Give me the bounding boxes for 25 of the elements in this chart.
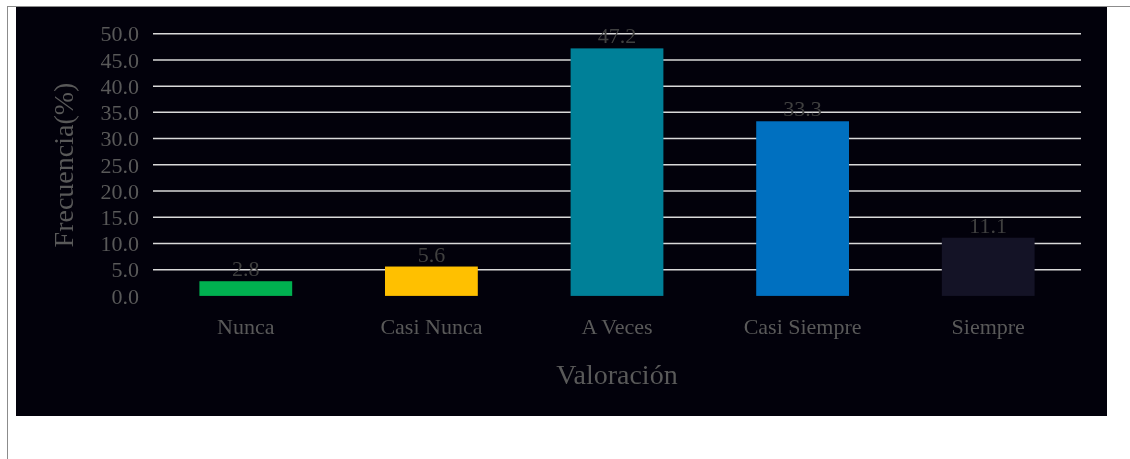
data-label: 5.6 <box>417 241 446 267</box>
x-tick-label: Nunca <box>217 314 275 339</box>
x-tick-label: Casi Siempre <box>743 314 862 339</box>
y-tick-label: 5.0 <box>111 257 139 283</box>
y-tick-label: 40.0 <box>100 73 139 99</box>
y-tick-label: 50.0 <box>100 21 139 47</box>
y-tick-label: 45.0 <box>100 47 139 73</box>
y-tick-label: 0.0 <box>111 283 139 309</box>
bar <box>756 121 849 296</box>
data-label: 11.1 <box>969 212 1008 238</box>
y-tick-label: 35.0 <box>100 100 139 126</box>
bar <box>570 48 664 296</box>
y-tick-label: 20.0 <box>100 178 139 204</box>
y-tick-label: 10.0 <box>100 231 139 257</box>
x-tick-label: Siempre <box>951 314 1025 339</box>
bar <box>385 266 478 296</box>
bar <box>199 281 293 296</box>
y-axis-title: Frecuencia(%) <box>48 82 79 248</box>
bar <box>941 237 1035 296</box>
x-tick-label: Casi Nunca <box>380 314 483 339</box>
x-axis-title: Valoración <box>556 359 678 390</box>
y-tick-label: 30.0 <box>100 126 139 152</box>
y-tick-label: 15.0 <box>100 204 139 230</box>
x-tick-label: A Veces <box>581 314 653 339</box>
y-tick-label: 25.0 <box>100 152 139 178</box>
